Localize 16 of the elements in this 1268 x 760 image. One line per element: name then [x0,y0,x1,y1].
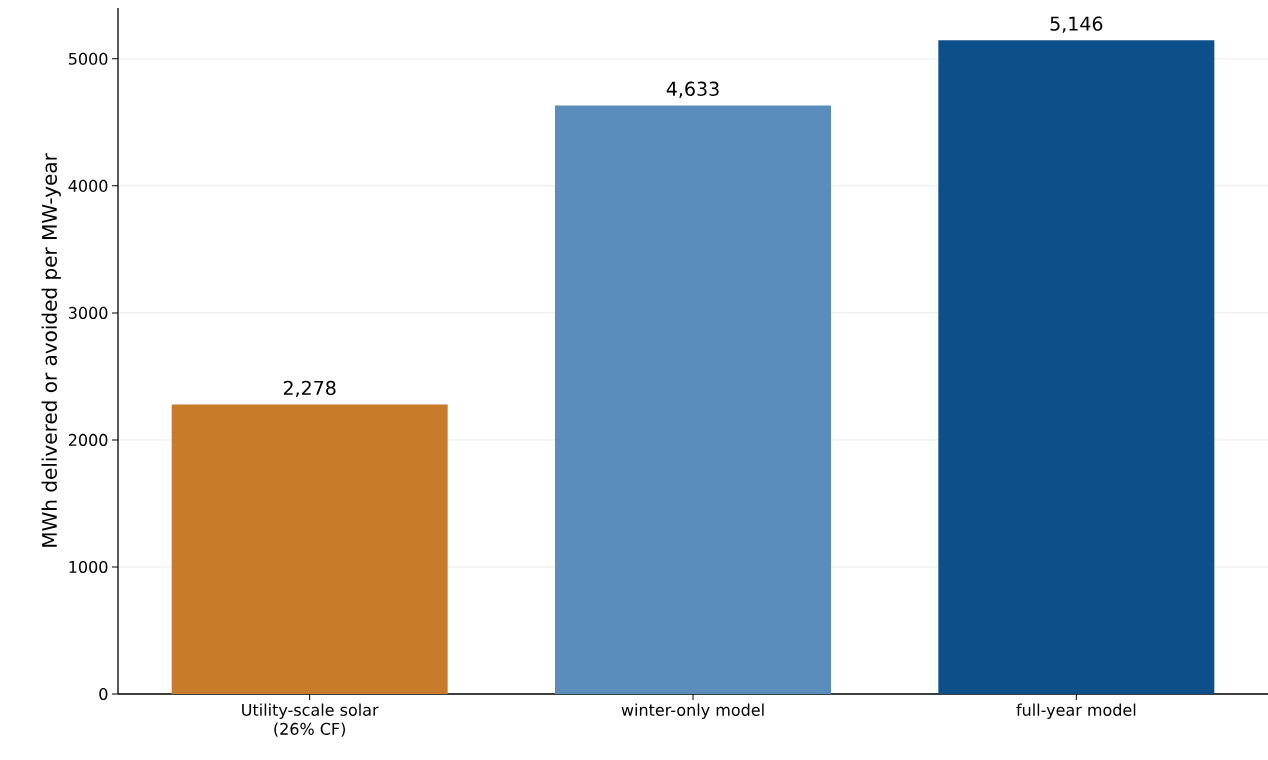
y-tick-label: 5000 [68,52,108,65]
bar [938,40,1215,694]
data-label: 4,633 [666,81,719,98]
y-tick-label: 2000 [68,433,108,446]
bar [171,404,448,694]
y-tick-label: 1000 [69,560,108,573]
y-tick-label: 4000 [68,179,108,192]
y-tick-label: 3000 [68,306,108,319]
data-label: 5,146 [1050,16,1103,33]
x-tick-label: winter-only model [621,703,764,720]
y-tick-label: 0 [99,687,108,701]
x-tick-label: full-year model [1016,703,1136,720]
data-label: 2,278 [283,380,336,398]
x-tick-label: Utility-scale solar (26% CF) [242,703,379,737]
bar [555,105,832,694]
y-axis-title: MWh delivered or avoided per MW-year [41,153,61,547]
